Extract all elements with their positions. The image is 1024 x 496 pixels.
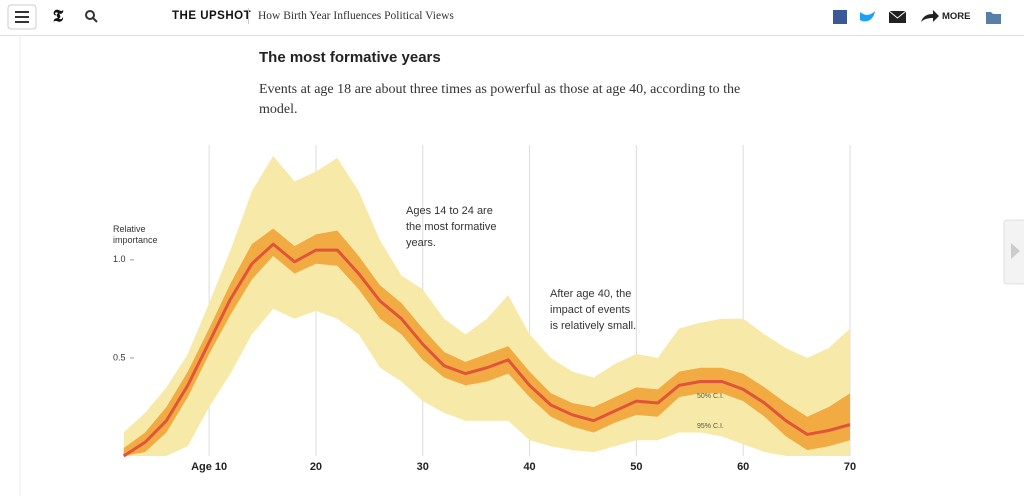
chart-subtitle: Events at age 18 are about three times a…: [259, 82, 741, 117]
x-tick-label: 50: [630, 461, 642, 473]
menu-icon: [15, 11, 29, 23]
band-label: 95% C.I.: [697, 423, 724, 430]
next-arrow: [1011, 243, 1020, 259]
y-tick-label: 1.0: [113, 254, 126, 264]
search-icon[interactable]: [85, 10, 95, 20]
twitter-icon[interactable]: [860, 11, 875, 22]
separator: [248, 8, 249, 24]
x-tick-label: 30: [417, 461, 429, 473]
top-bar: [0, 0, 1024, 36]
share-icon[interactable]: [921, 10, 939, 22]
facebook-icon[interactable]: [833, 10, 847, 24]
chart-title: The most formative years: [259, 49, 441, 66]
search-handle: [92, 17, 98, 23]
annotation: Ages 14 to 24 are the most formative yea…: [406, 205, 497, 249]
x-tick-label: 70: [844, 461, 856, 473]
x-tick-label: 20: [310, 461, 322, 473]
band-label: 50% C.I.: [697, 393, 724, 400]
x-tick-label: Age 10: [191, 461, 227, 473]
annotation: After age 40, the impact of events is re…: [550, 288, 637, 332]
more-button[interactable]: MORE: [942, 11, 971, 22]
median-line: [122, 242, 851, 458]
email-flap: [888, 10, 907, 19]
y-axis-label: Relative importance: [113, 224, 158, 245]
y-tick-label: 0.5: [113, 352, 126, 362]
x-tick-label: 60: [737, 461, 749, 473]
x-tick-label: 40: [523, 461, 535, 473]
logo[interactable]: 𝕿: [53, 6, 64, 25]
plot-area: [122, 155, 851, 458]
ci-band: [123, 228, 851, 456]
section-name[interactable]: THE UPSHOT: [172, 10, 252, 22]
headline: How Birth Year Influences Political View…: [258, 10, 454, 22]
folder-icon[interactable]: [986, 12, 1001, 24]
